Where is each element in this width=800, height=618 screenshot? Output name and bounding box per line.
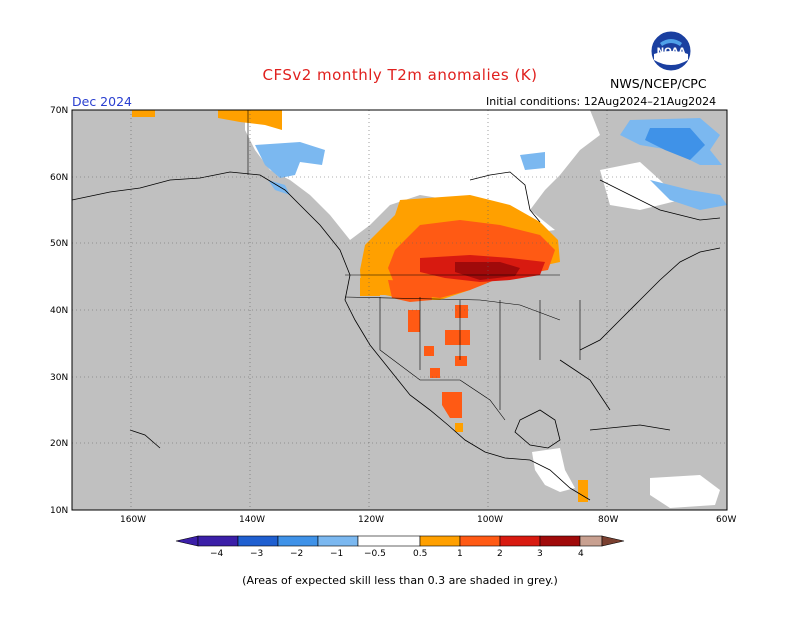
colorbar-cell — [357, 535, 421, 547]
cold-anomaly-yukon — [255, 142, 325, 178]
agency-label: NWS/NCEP/CPC — [610, 76, 707, 91]
initial-conditions: Initial conditions: 12Aug2024–21Aug2024 — [486, 95, 717, 108]
lat-label-10: 10N — [50, 506, 68, 516]
colorbar-label: 0.5 — [413, 549, 427, 559]
colorbar-cell — [419, 535, 461, 547]
footnote: (Areas of expected skill less than 0.3 a… — [242, 574, 558, 587]
map-frame — [71, 109, 728, 511]
lon-label-100w: 100W — [477, 515, 503, 525]
colorbar: −4 −3 −2 −1 −0.5 0.5 1 2 3 4 — [175, 535, 625, 559]
colorbar-cell — [277, 535, 319, 547]
lat-label-70: 70N — [50, 106, 68, 116]
colorbar-cell — [237, 535, 279, 547]
lat-label-50: 50N — [50, 239, 68, 249]
colorbar-cell — [459, 535, 501, 547]
lat-label-40: 40N — [50, 306, 68, 316]
colorbar-label: −0.5 — [364, 549, 386, 559]
lon-label-160w: 160W — [120, 515, 146, 525]
lon-label-120w: 120W — [358, 515, 384, 525]
colorbar-cell — [539, 535, 581, 547]
colorbar-low-arrow — [175, 535, 199, 547]
colorbar-label: 3 — [537, 549, 543, 559]
colorbar-label: 1 — [457, 549, 463, 559]
lat-label-60: 60N — [50, 173, 68, 183]
lat-label-30: 30N — [50, 373, 68, 383]
colorbar-cell — [197, 535, 239, 547]
colorbar-cell — [317, 535, 359, 547]
graticule — [72, 110, 727, 510]
valid-month: Dec 2024 — [72, 94, 132, 109]
lon-label-140w: 140W — [239, 515, 265, 525]
colorbar-cell — [579, 535, 603, 547]
lon-label-80w: 80W — [598, 515, 618, 525]
colorbar-label: −1 — [330, 549, 343, 559]
colorbar-label: −2 — [290, 549, 303, 559]
political-borders — [247, 110, 581, 421]
lat-label-20: 20N — [50, 439, 68, 449]
logo-text: NOAA — [657, 47, 686, 57]
map-title: CFSv2 monthly T2m anomalies (K) — [262, 66, 538, 84]
colorbar-label: −4 — [210, 549, 224, 559]
colorbar-label: 2 — [497, 549, 503, 559]
colorbar-cell — [499, 535, 541, 547]
colorbar-high-arrow — [601, 535, 625, 547]
lon-label-60w: 60W — [716, 515, 736, 525]
noaa-logo: NOAA — [650, 30, 692, 72]
colorbar-label: 4 — [578, 549, 584, 559]
colorbar-label: −3 — [250, 549, 263, 559]
